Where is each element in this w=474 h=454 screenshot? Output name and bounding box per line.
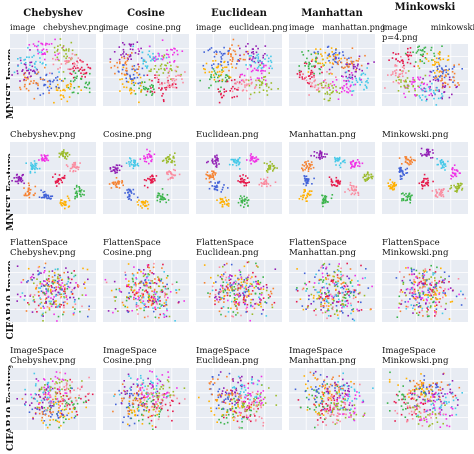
- panel-cell: image euclidean.png: [196, 22, 288, 106]
- scatter-plot: [103, 142, 189, 214]
- scatter-plot: [10, 34, 96, 106]
- embedding-points: [387, 147, 464, 204]
- plot-background: [10, 142, 96, 214]
- panel-cell: Euclidean.png: [196, 130, 282, 214]
- panel-caption: Euclidean.png: [196, 130, 259, 140]
- panel-caption: image euclidean.png: [196, 22, 288, 32]
- panel-caption: image cosine.png: [103, 22, 181, 32]
- panel-caption: FlattenSpace Minkowski.png: [382, 238, 449, 258]
- panel-cell: image minkowski p=4.png: [382, 22, 474, 106]
- panel-caption: Cosine.png: [103, 130, 152, 140]
- scatter-plot: [196, 368, 282, 430]
- plot-gridlines: [10, 368, 96, 430]
- col-title-minkowski: Minkowski: [394, 2, 456, 13]
- panel-cell: FlattenSpace Chebyshev.png: [10, 238, 96, 322]
- embedding-points: [11, 38, 92, 104]
- plot-background: [289, 142, 375, 214]
- embedding-points: [109, 39, 186, 104]
- scatter-plot: [382, 142, 468, 214]
- embedding-points: [395, 264, 466, 320]
- embedding-points: [295, 262, 373, 322]
- embedding-points: [198, 371, 278, 429]
- panel-cell: ImageSpace Euclidean.png: [196, 346, 282, 430]
- plot-background: [196, 34, 282, 106]
- panel-cell: image cosine.png: [103, 22, 189, 106]
- panel-caption: image minkowski p=4.png: [382, 22, 474, 42]
- scatter-plot: [289, 368, 375, 430]
- embedding-points: [108, 148, 181, 210]
- col-title-manhattan: Manhattan: [301, 8, 363, 19]
- embedding-points: [384, 45, 463, 106]
- panel-cell: FlattenSpace Manhattan.png: [289, 238, 375, 322]
- panel-cell: Manhattan.png: [289, 130, 375, 214]
- panel-cell: ImageSpace Cosine.png: [103, 346, 189, 430]
- panel-caption: FlattenSpace Manhattan.png: [289, 238, 356, 258]
- embedding-points: [203, 261, 277, 322]
- panel-caption: ImageSpace Minkowski.png: [382, 346, 449, 366]
- panel-caption: image manhattan.png: [289, 22, 386, 32]
- scatter-plot: [103, 260, 189, 322]
- scatter-plot: [382, 260, 468, 322]
- plot-background: [10, 34, 96, 106]
- embedding-points: [199, 38, 279, 104]
- scatter-plot: [289, 142, 375, 214]
- plot-gridlines: [289, 368, 375, 430]
- scatter-plot: [10, 142, 96, 214]
- panel-cell: ImageSpace Minkowski.png: [382, 346, 468, 430]
- panel-cell: ImageSpace Chebyshev.png: [10, 346, 96, 430]
- panel-caption: ImageSpace Euclidean.png: [196, 346, 259, 366]
- scatter-plot: [382, 44, 468, 106]
- embedding-points: [296, 45, 375, 102]
- panel-caption: ImageSpace Manhattan.png: [289, 346, 356, 366]
- plot-background: [289, 260, 375, 322]
- scatter-plot: [382, 368, 468, 430]
- col-title-cosine: Cosine: [127, 8, 165, 19]
- embedding-points: [16, 371, 94, 429]
- panel-caption: FlattenSpace Chebyshev.png: [10, 238, 76, 258]
- scatter-plot: [103, 34, 189, 106]
- panel-caption: Manhattan.png: [289, 130, 356, 140]
- embedding-points: [294, 370, 374, 429]
- panel-caption: FlattenSpace Cosine.png: [103, 238, 161, 258]
- scatter-plot: [196, 260, 282, 322]
- embedding-points: [104, 262, 185, 322]
- plot-background: [289, 34, 375, 106]
- panel-cell: FlattenSpace Cosine.png: [103, 238, 189, 322]
- panel-caption: FlattenSpace Euclidean.png: [196, 238, 259, 258]
- col-title-chebyshev: Chebyshev: [23, 8, 83, 19]
- panel-cell: FlattenSpace Minkowski.png: [382, 238, 468, 322]
- scatter-plot: [196, 34, 282, 106]
- scatter-plot: [10, 368, 96, 430]
- panel-cell: Chebyshev.png: [10, 130, 96, 214]
- panel-cell: image manhattan.png: [289, 22, 386, 106]
- embedding-points: [298, 150, 374, 208]
- panel-caption: ImageSpace Chebyshev.png: [10, 346, 76, 366]
- scatter-plot: [10, 260, 96, 322]
- panel-caption: Chebyshev.png: [10, 130, 76, 140]
- scatter-plot: [103, 368, 189, 430]
- panel-cell: Minkowski.png: [382, 130, 468, 214]
- scatter-plot: [196, 142, 282, 214]
- embedding-points: [205, 153, 278, 208]
- embedding-points: [16, 262, 90, 322]
- panel-caption: image chebyshev.png: [10, 22, 105, 32]
- scatter-plot: [289, 260, 375, 322]
- panel-cell: image chebyshev.png: [10, 22, 105, 106]
- plot-background: [103, 368, 189, 430]
- col-title-euclidean: Euclidean: [211, 8, 267, 19]
- panel-caption: ImageSpace Cosine.png: [103, 346, 157, 366]
- embedding-points: [11, 149, 85, 210]
- plot-gridlines: [103, 260, 189, 322]
- plot-background: [289, 368, 375, 430]
- panel-cell: FlattenSpace Euclidean.png: [196, 238, 282, 322]
- panel-cell: Cosine.png: [103, 130, 189, 214]
- scatter-plot: [289, 34, 375, 106]
- embedding-points: [386, 371, 463, 428]
- panel-cell: ImageSpace Manhattan.png: [289, 346, 375, 430]
- plot-background: [196, 260, 282, 322]
- panel-caption: Minkowski.png: [382, 130, 449, 140]
- embedding-points: [112, 370, 186, 430]
